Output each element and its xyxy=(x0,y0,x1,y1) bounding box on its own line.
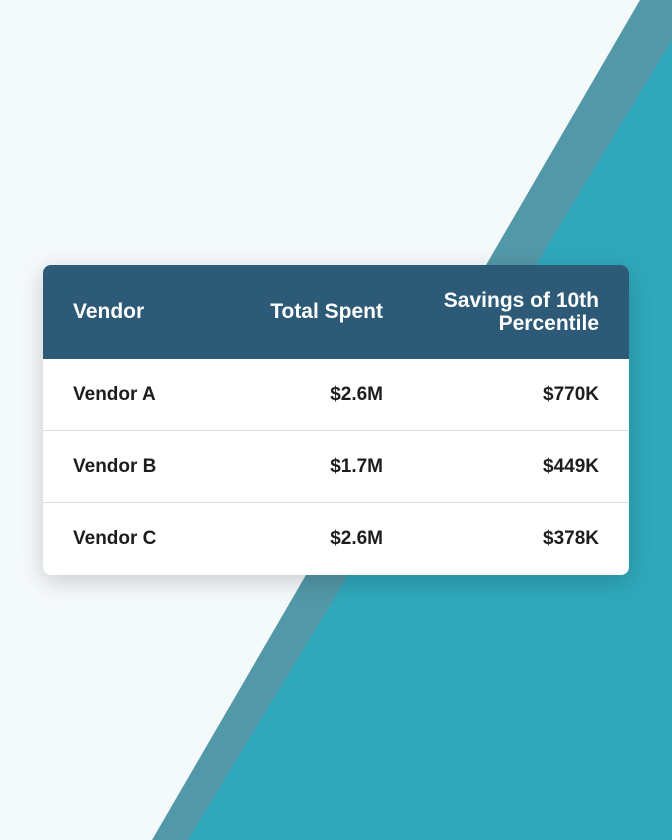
savings-cell: $449K xyxy=(543,456,599,477)
table-header: Vendor Total Spent Savings of 10th Perce… xyxy=(43,265,629,359)
total-spent-cell: $2.6M xyxy=(330,383,383,405)
header-vendor: Vendor xyxy=(73,300,145,323)
header-savings: Savings of 10th Percentile xyxy=(443,289,599,335)
vendor-cell: Vendor A xyxy=(73,383,156,405)
total-spent-cell: $2.6M xyxy=(330,527,383,549)
savings-cell: $770K xyxy=(543,384,599,405)
table-row: Vendor A $2.6M $770K xyxy=(43,359,629,431)
vendor-table: Vendor Total Spent Savings of 10th Perce… xyxy=(43,265,629,575)
savings-cell: $378K xyxy=(543,528,599,549)
table-row: Vendor C $2.6M $378K xyxy=(43,503,629,574)
header-total-spent: Total Spent xyxy=(270,300,383,323)
vendor-cell: Vendor C xyxy=(73,527,157,549)
vendor-cell: Vendor B xyxy=(73,455,157,477)
table-row: Vendor B $1.7M $449K xyxy=(43,431,629,503)
total-spent-cell: $1.7M xyxy=(330,455,383,477)
